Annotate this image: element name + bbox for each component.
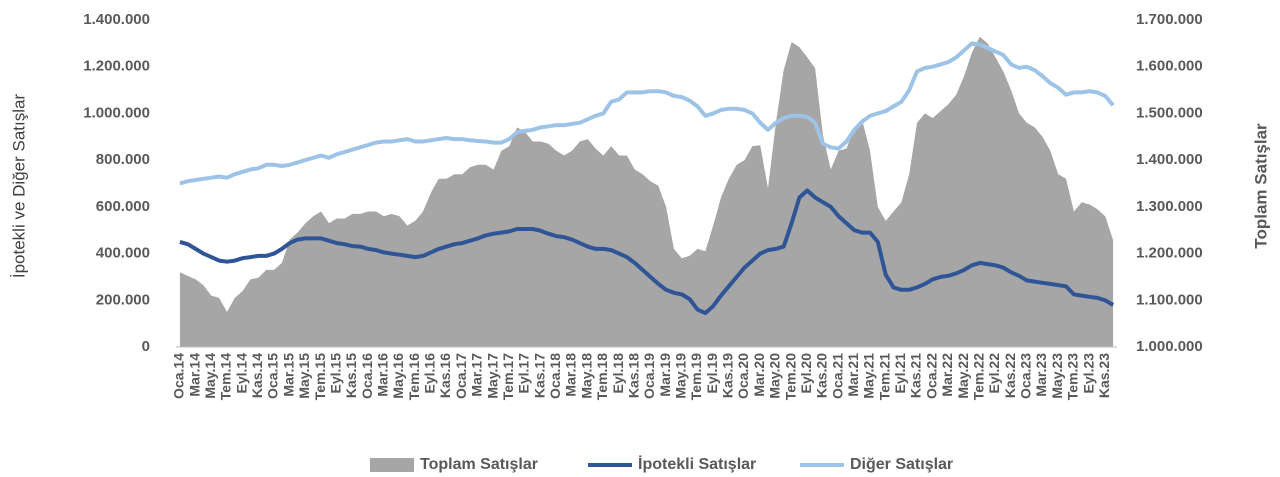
x-tick-label: May.18 [578, 353, 594, 399]
legend-label: Diğer Satışlar [850, 456, 953, 473]
x-tick-label: Tem.21 [876, 353, 892, 400]
x-tick-label: Tem.16 [406, 353, 422, 400]
legend-swatch [370, 458, 414, 472]
x-tick-label: Kas.16 [437, 353, 453, 398]
x-tick-label: Eyl.19 [704, 353, 720, 394]
x-tick-label: Mar.22 [939, 353, 955, 397]
x-tick-label: Kas.20 [814, 353, 830, 398]
legend-label: Toplam Satışlar [420, 456, 538, 473]
x-tick-label: Oca.22 [923, 353, 939, 399]
y-tick-label: 1.000.000 [83, 104, 150, 121]
line [179, 41, 1115, 186]
y2-tick-label: 1.100.000 [1136, 291, 1203, 308]
x-tick-label: Eyl.14 [233, 353, 249, 394]
x-tick-label: Tem.17 [500, 353, 516, 400]
y2-tick-label: 1.200.000 [1136, 245, 1203, 262]
x-tick-label: May.22 [955, 353, 971, 399]
y2-tick-label: 1.700.000 [1136, 11, 1203, 28]
x-tick-label: Mar.16 [375, 353, 391, 397]
y-tick-label: 200.000 [96, 291, 150, 308]
x-tick-label: May.20 [767, 353, 783, 399]
y2-axis-title: Toplam Satışlar [1251, 123, 1270, 249]
x-tick-label: Tem.20 [782, 353, 798, 400]
x-tick-label: Kas.23 [1096, 353, 1112, 398]
x-tick-label: Eyl.22 [986, 353, 1002, 394]
y-tick-label: 600.000 [96, 198, 150, 215]
x-tick-label: Eyl.20 [798, 353, 814, 394]
x-tick-label: Tem.19 [688, 353, 704, 400]
x-tick-label: Mar.20 [751, 353, 767, 397]
x-tick-label: May.14 [202, 353, 218, 399]
x-tick-label: Oca.15 [265, 353, 281, 399]
plot [179, 36, 1115, 348]
x-tick-label: May.19 [673, 353, 689, 399]
y-tick-label: 0 [142, 338, 150, 355]
x-tick-label: Oca.14 [171, 353, 187, 399]
x-tick-label: Kas.17 [531, 353, 547, 398]
y-tick-label: 800.000 [96, 151, 150, 168]
x-tick-label: Kas.18 [625, 353, 641, 398]
x-tick-label: Mar.17 [469, 353, 485, 397]
x-tick-label: May.21 [861, 353, 877, 399]
legend-label: İpotekli Satışlar [638, 455, 756, 473]
x-tick-label: Oca.17 [453, 353, 469, 399]
area [179, 36, 1114, 348]
x-tick-label: Mar.14 [186, 353, 202, 397]
x-tick-label: Tem.23 [1065, 353, 1081, 400]
x-tick-label: Eyl.21 [892, 353, 908, 394]
x-tick-label: Oca.20 [735, 353, 751, 399]
x-tick-label: Kas.14 [249, 353, 265, 398]
x-tick-label: Eyl.23 [1080, 353, 1096, 394]
x-tick-label: Oca.21 [829, 353, 845, 399]
x-tick-label: Eyl.15 [328, 353, 344, 394]
y2-tick-label: 1.600.000 [1136, 58, 1203, 75]
y2-tick-label: 1.500.000 [1136, 104, 1203, 121]
x-tick-label: Mar.15 [280, 353, 296, 397]
x-tick-label: Kas.22 [1002, 353, 1018, 398]
y2-tick-label: 1.300.000 [1136, 198, 1203, 215]
x-tick-label: May.15 [296, 353, 312, 399]
x-tick-label: Kas.19 [720, 353, 736, 398]
x-tick-label: Mar.18 [563, 353, 579, 397]
x-tick-label: Tem.15 [312, 353, 328, 400]
x-tick-label: Eyl.18 [610, 353, 626, 394]
y-axis-title: İpotekli ve Diğer Satışlar [9, 94, 28, 279]
x-tick-label: Tem.14 [218, 353, 234, 400]
y-tick-label: 400.000 [96, 245, 150, 262]
x-tick-label: Eyl.17 [516, 353, 532, 394]
x-tick-label: May.16 [390, 353, 406, 399]
line [179, 188, 1115, 316]
x-tick-label: Oca.16 [359, 353, 375, 399]
x-tick-label: Mar.19 [657, 353, 673, 397]
y-tick-label: 1.400.000 [83, 11, 150, 28]
x-tick-label: Kas.15 [343, 353, 359, 398]
y2-tick-label: 1.000.000 [1136, 338, 1203, 355]
x-tick-label: Oca.18 [547, 353, 563, 399]
x-tick-label: Oca.23 [1018, 353, 1034, 399]
x-tick-label: May.17 [484, 353, 500, 399]
x-tick-label: Mar.21 [845, 353, 861, 397]
y2-tick-label: 1.400.000 [1136, 151, 1203, 168]
y-tick-label: 1.200.000 [83, 58, 150, 75]
x-tick-label: Eyl.16 [422, 353, 438, 394]
x-tick-label: Tem.22 [971, 353, 987, 400]
x-tick-label: Oca.19 [641, 353, 657, 399]
x-tick-label: May.23 [1049, 353, 1065, 399]
x-tick-label: Tem.18 [594, 353, 610, 400]
x-tick-label: Mar.23 [1033, 353, 1049, 397]
x-tick-label: Kas.21 [908, 353, 924, 398]
